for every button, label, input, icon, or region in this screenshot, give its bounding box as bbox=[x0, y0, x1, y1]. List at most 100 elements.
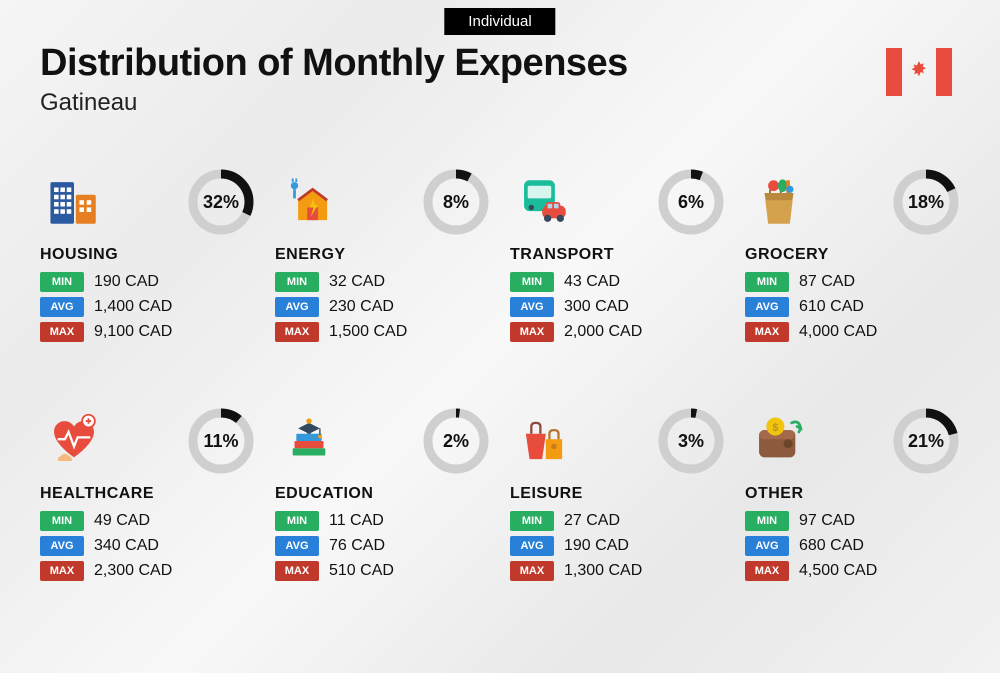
stat-min: MIN 87 CAD bbox=[745, 272, 960, 292]
avg-value: 340 CAD bbox=[94, 537, 159, 555]
avg-value: 1,400 CAD bbox=[94, 298, 172, 316]
stat-min: MIN 43 CAD bbox=[510, 272, 725, 292]
stat-max: MAX 2,000 CAD bbox=[510, 322, 725, 342]
max-badge: MAX bbox=[510, 322, 554, 342]
min-badge: MIN bbox=[275, 272, 319, 292]
other-icon: $ bbox=[745, 407, 813, 475]
stat-avg: AVG 76 CAD bbox=[275, 536, 490, 556]
max-value: 1,500 CAD bbox=[329, 323, 407, 341]
min-value: 97 CAD bbox=[799, 512, 855, 530]
percent-donut: 21% bbox=[892, 407, 960, 475]
min-value: 43 CAD bbox=[564, 273, 620, 291]
expense-grid: 32% HOUSING MIN 190 CAD AVG 1,400 CAD MA… bbox=[40, 168, 960, 586]
stat-max: MAX 1,500 CAD bbox=[275, 322, 490, 342]
min-badge: MIN bbox=[510, 511, 554, 531]
max-value: 2,300 CAD bbox=[94, 562, 172, 580]
min-value: 190 CAD bbox=[94, 273, 159, 291]
canada-flag-icon bbox=[886, 48, 952, 96]
percent-value: 2% bbox=[422, 407, 490, 475]
page-title: Distribution of Monthly Expenses bbox=[40, 42, 628, 85]
avg-value: 76 CAD bbox=[329, 537, 385, 555]
percent-value: 11% bbox=[187, 407, 255, 475]
category-name: HOUSING bbox=[40, 246, 255, 264]
max-value: 4,000 CAD bbox=[799, 323, 877, 341]
max-value: 4,500 CAD bbox=[799, 562, 877, 580]
individual-badge: Individual bbox=[444, 8, 555, 35]
expense-card-other: $ 21% OTHER MIN 97 CAD AVG 680 CAD MAX 4… bbox=[745, 407, 960, 586]
max-badge: MAX bbox=[510, 561, 554, 581]
min-badge: MIN bbox=[745, 272, 789, 292]
stat-avg: AVG 230 CAD bbox=[275, 297, 490, 317]
avg-badge: AVG bbox=[510, 536, 554, 556]
percent-value: 32% bbox=[187, 168, 255, 236]
stat-min: MIN 190 CAD bbox=[40, 272, 255, 292]
percent-value: 8% bbox=[422, 168, 490, 236]
max-badge: MAX bbox=[40, 322, 84, 342]
stat-avg: AVG 680 CAD bbox=[745, 536, 960, 556]
max-value: 510 CAD bbox=[329, 562, 394, 580]
min-badge: MIN bbox=[745, 511, 789, 531]
min-badge: MIN bbox=[510, 272, 554, 292]
percent-donut: 32% bbox=[187, 168, 255, 236]
stat-avg: AVG 340 CAD bbox=[40, 536, 255, 556]
stat-max: MAX 4,000 CAD bbox=[745, 322, 960, 342]
percent-donut: 11% bbox=[187, 407, 255, 475]
stat-min: MIN 97 CAD bbox=[745, 511, 960, 531]
expense-card-transport: 6% TRANSPORT MIN 43 CAD AVG 300 CAD MAX … bbox=[510, 168, 725, 347]
avg-badge: AVG bbox=[40, 536, 84, 556]
category-name: OTHER bbox=[745, 485, 960, 503]
min-value: 87 CAD bbox=[799, 273, 855, 291]
category-name: ENERGY bbox=[275, 246, 490, 264]
min-badge: MIN bbox=[40, 272, 84, 292]
stat-min: MIN 49 CAD bbox=[40, 511, 255, 531]
avg-badge: AVG bbox=[745, 536, 789, 556]
percent-donut: 6% bbox=[657, 168, 725, 236]
page-subtitle: Gatineau bbox=[40, 89, 628, 117]
min-value: 49 CAD bbox=[94, 512, 150, 530]
avg-badge: AVG bbox=[510, 297, 554, 317]
stat-avg: AVG 1,400 CAD bbox=[40, 297, 255, 317]
avg-value: 680 CAD bbox=[799, 537, 864, 555]
expense-card-housing: 32% HOUSING MIN 190 CAD AVG 1,400 CAD MA… bbox=[40, 168, 255, 347]
stat-max: MAX 2,300 CAD bbox=[40, 561, 255, 581]
percent-value: 21% bbox=[892, 407, 960, 475]
energy-icon bbox=[275, 168, 343, 236]
expense-card-grocery: 18% GROCERY MIN 87 CAD AVG 610 CAD MAX 4… bbox=[745, 168, 960, 347]
percent-donut: 18% bbox=[892, 168, 960, 236]
stat-avg: AVG 300 CAD bbox=[510, 297, 725, 317]
min-badge: MIN bbox=[40, 511, 84, 531]
category-name: TRANSPORT bbox=[510, 246, 725, 264]
avg-badge: AVG bbox=[745, 297, 789, 317]
stat-avg: AVG 610 CAD bbox=[745, 297, 960, 317]
avg-value: 610 CAD bbox=[799, 298, 864, 316]
min-value: 27 CAD bbox=[564, 512, 620, 530]
max-badge: MAX bbox=[275, 561, 319, 581]
avg-badge: AVG bbox=[275, 536, 319, 556]
percent-value: 6% bbox=[657, 168, 725, 236]
stat-min: MIN 32 CAD bbox=[275, 272, 490, 292]
stat-avg: AVG 190 CAD bbox=[510, 536, 725, 556]
transport-icon bbox=[510, 168, 578, 236]
category-name: HEALTHCARE bbox=[40, 485, 255, 503]
avg-badge: AVG bbox=[275, 297, 319, 317]
max-badge: MAX bbox=[745, 561, 789, 581]
max-value: 2,000 CAD bbox=[564, 323, 642, 341]
header: Distribution of Monthly Expenses Gatinea… bbox=[40, 42, 628, 117]
max-value: 1,300 CAD bbox=[564, 562, 642, 580]
expense-card-healthcare: 11% HEALTHCARE MIN 49 CAD AVG 340 CAD MA… bbox=[40, 407, 255, 586]
category-name: GROCERY bbox=[745, 246, 960, 264]
percent-value: 3% bbox=[657, 407, 725, 475]
avg-badge: AVG bbox=[40, 297, 84, 317]
education-icon bbox=[275, 407, 343, 475]
max-badge: MAX bbox=[745, 322, 789, 342]
category-name: LEISURE bbox=[510, 485, 725, 503]
avg-value: 190 CAD bbox=[564, 537, 629, 555]
percent-value: 18% bbox=[892, 168, 960, 236]
expense-card-education: 2% EDUCATION MIN 11 CAD AVG 76 CAD MAX 5… bbox=[275, 407, 490, 586]
percent-donut: 3% bbox=[657, 407, 725, 475]
min-value: 11 CAD bbox=[329, 512, 384, 530]
max-value: 9,100 CAD bbox=[94, 323, 172, 341]
leisure-icon bbox=[510, 407, 578, 475]
healthcare-icon bbox=[40, 407, 108, 475]
stat-min: MIN 27 CAD bbox=[510, 511, 725, 531]
